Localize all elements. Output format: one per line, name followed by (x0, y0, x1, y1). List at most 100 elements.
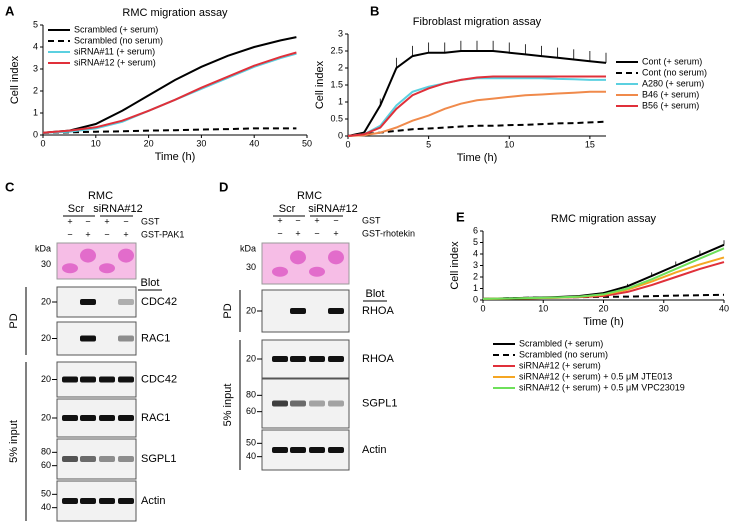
series-line (42, 127, 297, 134)
legend-label: siRNA#12 (+ serum) + 0.5 μM JTE013 (519, 371, 672, 381)
chart-title: RMC migration assay (551, 213, 657, 225)
kda-marker: 20 (41, 412, 51, 422)
blot-band (80, 498, 96, 504)
kda-marker: 50 (41, 489, 51, 499)
chart-title: RMC migration assay (122, 7, 228, 19)
kda-marker: 60 (246, 406, 256, 416)
x-tick-label: 40 (719, 303, 729, 313)
blot-band (80, 456, 96, 462)
treatment-sign: − (123, 216, 128, 226)
cell-line: RMC (88, 190, 113, 202)
treatment-sign: − (333, 215, 338, 225)
section-label: PD (222, 303, 234, 318)
treatment-label: GST (141, 216, 160, 226)
blot-band (62, 498, 78, 504)
y-tick-label: 0 (33, 129, 38, 139)
blot-label: SGPL1 (362, 397, 397, 409)
group-label: Scr (68, 203, 85, 215)
x-tick-label: 15 (585, 139, 595, 149)
blot-band (62, 415, 78, 421)
y-tick-label: 2 (338, 62, 343, 72)
blot-band (118, 456, 134, 462)
kda-marker: 50 (246, 438, 256, 448)
y-tick-label: 1.5 (330, 79, 343, 89)
treatment-sign: − (67, 229, 72, 239)
blot-band (99, 415, 115, 421)
blot-band (290, 308, 306, 314)
stain-band (309, 266, 325, 277)
kda-marker: 20 (246, 353, 256, 363)
section-label: PD (8, 313, 20, 328)
blot-header: Blot (366, 288, 385, 300)
blot-band (328, 308, 344, 314)
x-tick-label: 30 (196, 138, 206, 148)
y-tick-label: 1 (473, 283, 478, 293)
blot-band (62, 456, 78, 462)
blot-band (290, 447, 306, 453)
blot-band (309, 447, 325, 453)
group-label: siRNA#12 (93, 203, 143, 215)
x-tick-label: 20 (598, 303, 608, 313)
y-tick-label: 4 (33, 41, 38, 51)
treatment-sign: + (333, 228, 338, 238)
kda-marker: 30 (41, 259, 51, 269)
group-label: Scr (279, 203, 296, 215)
kda-marker: 80 (41, 447, 51, 457)
stain-band (290, 250, 306, 265)
y-axis-label: Cell index (449, 241, 461, 290)
x-tick-label: 10 (538, 303, 548, 313)
stain-band (99, 263, 115, 274)
y-tick-label: 3 (33, 63, 38, 73)
stain-band (328, 250, 344, 265)
blot-band (272, 400, 288, 407)
x-tick-label: 10 (504, 139, 514, 149)
treatment-sign: − (295, 215, 300, 225)
blot-label: Actin (141, 495, 165, 507)
blot-band (290, 356, 306, 362)
cell-line: RMC (297, 190, 322, 202)
series-line (347, 77, 606, 137)
legend-label: B46 (+ serum) (642, 89, 699, 99)
blot-band (309, 356, 325, 362)
series-line (347, 90, 606, 137)
series-line (482, 243, 725, 300)
y-tick-label: 2 (473, 271, 478, 281)
legend-label: siRNA#11 (+ serum) (74, 46, 155, 56)
y-tick-label: 1 (33, 107, 38, 117)
y-tick-label: 0 (473, 294, 478, 304)
y-tick-label: 2 (33, 85, 38, 95)
group-label: siRNA#12 (308, 203, 358, 215)
treatment-label: GST-PAK1 (141, 229, 184, 239)
kda-marker: 20 (41, 296, 51, 306)
kda-marker: 30 (246, 262, 256, 272)
kda-marker: 20 (41, 333, 51, 343)
x-tick-label: 0 (40, 138, 45, 148)
treatment-sign: + (85, 229, 90, 239)
y-tick-label: 0 (338, 130, 343, 140)
treatment-sign: + (67, 216, 72, 226)
blot-band (80, 415, 96, 421)
y-tick-label: 3 (338, 28, 343, 38)
treatment-sign: + (314, 215, 319, 225)
y-tick-label: 6 (473, 225, 478, 235)
y-axis-label: Cell index (9, 55, 21, 104)
x-tick-label: 50 (302, 138, 312, 148)
blot-label: CDC42 (141, 373, 177, 385)
legend-label: B56 (+ serum) (642, 100, 699, 110)
treatment-sign: − (277, 228, 282, 238)
blot-label: RAC1 (141, 332, 170, 344)
blot-box (56, 321, 137, 356)
kda-marker: 40 (41, 502, 51, 512)
x-tick-label: 0 (345, 139, 350, 149)
x-tick-label: 20 (144, 138, 154, 148)
blot-band (80, 299, 96, 305)
y-tick-label: 5 (473, 237, 478, 247)
legend-label: A280 (+ serum) (642, 78, 704, 88)
blot-band (118, 299, 134, 305)
blot-band (118, 415, 134, 421)
stain-band (62, 263, 78, 274)
y-axis-label: Cell index (314, 60, 326, 109)
y-tick-label: 2.5 (330, 45, 343, 55)
